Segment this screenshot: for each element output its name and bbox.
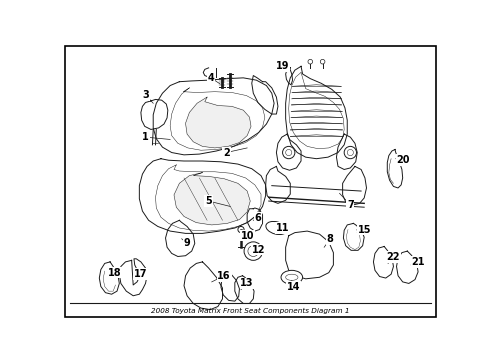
Text: 16: 16	[217, 271, 230, 281]
Polygon shape	[139, 159, 265, 233]
Ellipse shape	[247, 246, 258, 256]
Text: 2008 Toyota Matrix Front Seat Components Diagram 1: 2008 Toyota Matrix Front Seat Components…	[151, 308, 349, 314]
Text: 8: 8	[326, 234, 333, 244]
Polygon shape	[99, 262, 119, 294]
Polygon shape	[234, 276, 254, 303]
Polygon shape	[285, 68, 292, 85]
Ellipse shape	[307, 59, 312, 64]
Polygon shape	[276, 134, 301, 170]
Text: 15: 15	[358, 225, 371, 235]
Polygon shape	[165, 220, 194, 256]
FancyBboxPatch shape	[65, 46, 435, 317]
Polygon shape	[251, 76, 277, 114]
Text: 17: 17	[134, 269, 147, 279]
Ellipse shape	[244, 242, 262, 260]
Polygon shape	[174, 172, 250, 225]
Ellipse shape	[346, 149, 353, 156]
Polygon shape	[153, 78, 274, 155]
Text: 9: 9	[183, 238, 190, 248]
Ellipse shape	[344, 147, 356, 159]
Polygon shape	[342, 166, 366, 205]
Text: 19: 19	[275, 61, 289, 71]
Ellipse shape	[285, 149, 291, 156]
Polygon shape	[246, 208, 262, 231]
Ellipse shape	[238, 226, 244, 233]
Polygon shape	[183, 262, 222, 310]
Ellipse shape	[281, 270, 302, 284]
Text: 18: 18	[108, 268, 122, 278]
Text: 13: 13	[240, 278, 253, 288]
Polygon shape	[265, 166, 290, 203]
Ellipse shape	[320, 59, 324, 64]
Text: 7: 7	[346, 200, 353, 210]
Ellipse shape	[282, 147, 294, 159]
Ellipse shape	[285, 274, 297, 280]
Polygon shape	[285, 231, 333, 279]
Text: 20: 20	[396, 155, 409, 165]
Polygon shape	[386, 149, 402, 188]
Polygon shape	[373, 247, 393, 278]
Text: 4: 4	[207, 73, 214, 83]
Polygon shape	[185, 97, 250, 148]
Text: 3: 3	[142, 90, 148, 100]
Text: 11: 11	[275, 223, 289, 233]
Polygon shape	[336, 134, 357, 170]
Polygon shape	[343, 223, 364, 250]
Polygon shape	[221, 273, 239, 301]
Text: 21: 21	[410, 257, 424, 267]
Text: 5: 5	[205, 196, 212, 206]
Text: 12: 12	[251, 244, 265, 255]
Text: 2: 2	[223, 148, 229, 158]
Polygon shape	[396, 251, 417, 283]
Text: 10: 10	[241, 231, 254, 241]
Text: 14: 14	[286, 282, 300, 292]
Polygon shape	[119, 259, 147, 296]
Ellipse shape	[265, 221, 286, 235]
Polygon shape	[285, 66, 346, 159]
Text: 22: 22	[386, 252, 399, 262]
Text: 1: 1	[142, 132, 148, 142]
Polygon shape	[141, 99, 167, 130]
Text: 6: 6	[254, 213, 261, 223]
